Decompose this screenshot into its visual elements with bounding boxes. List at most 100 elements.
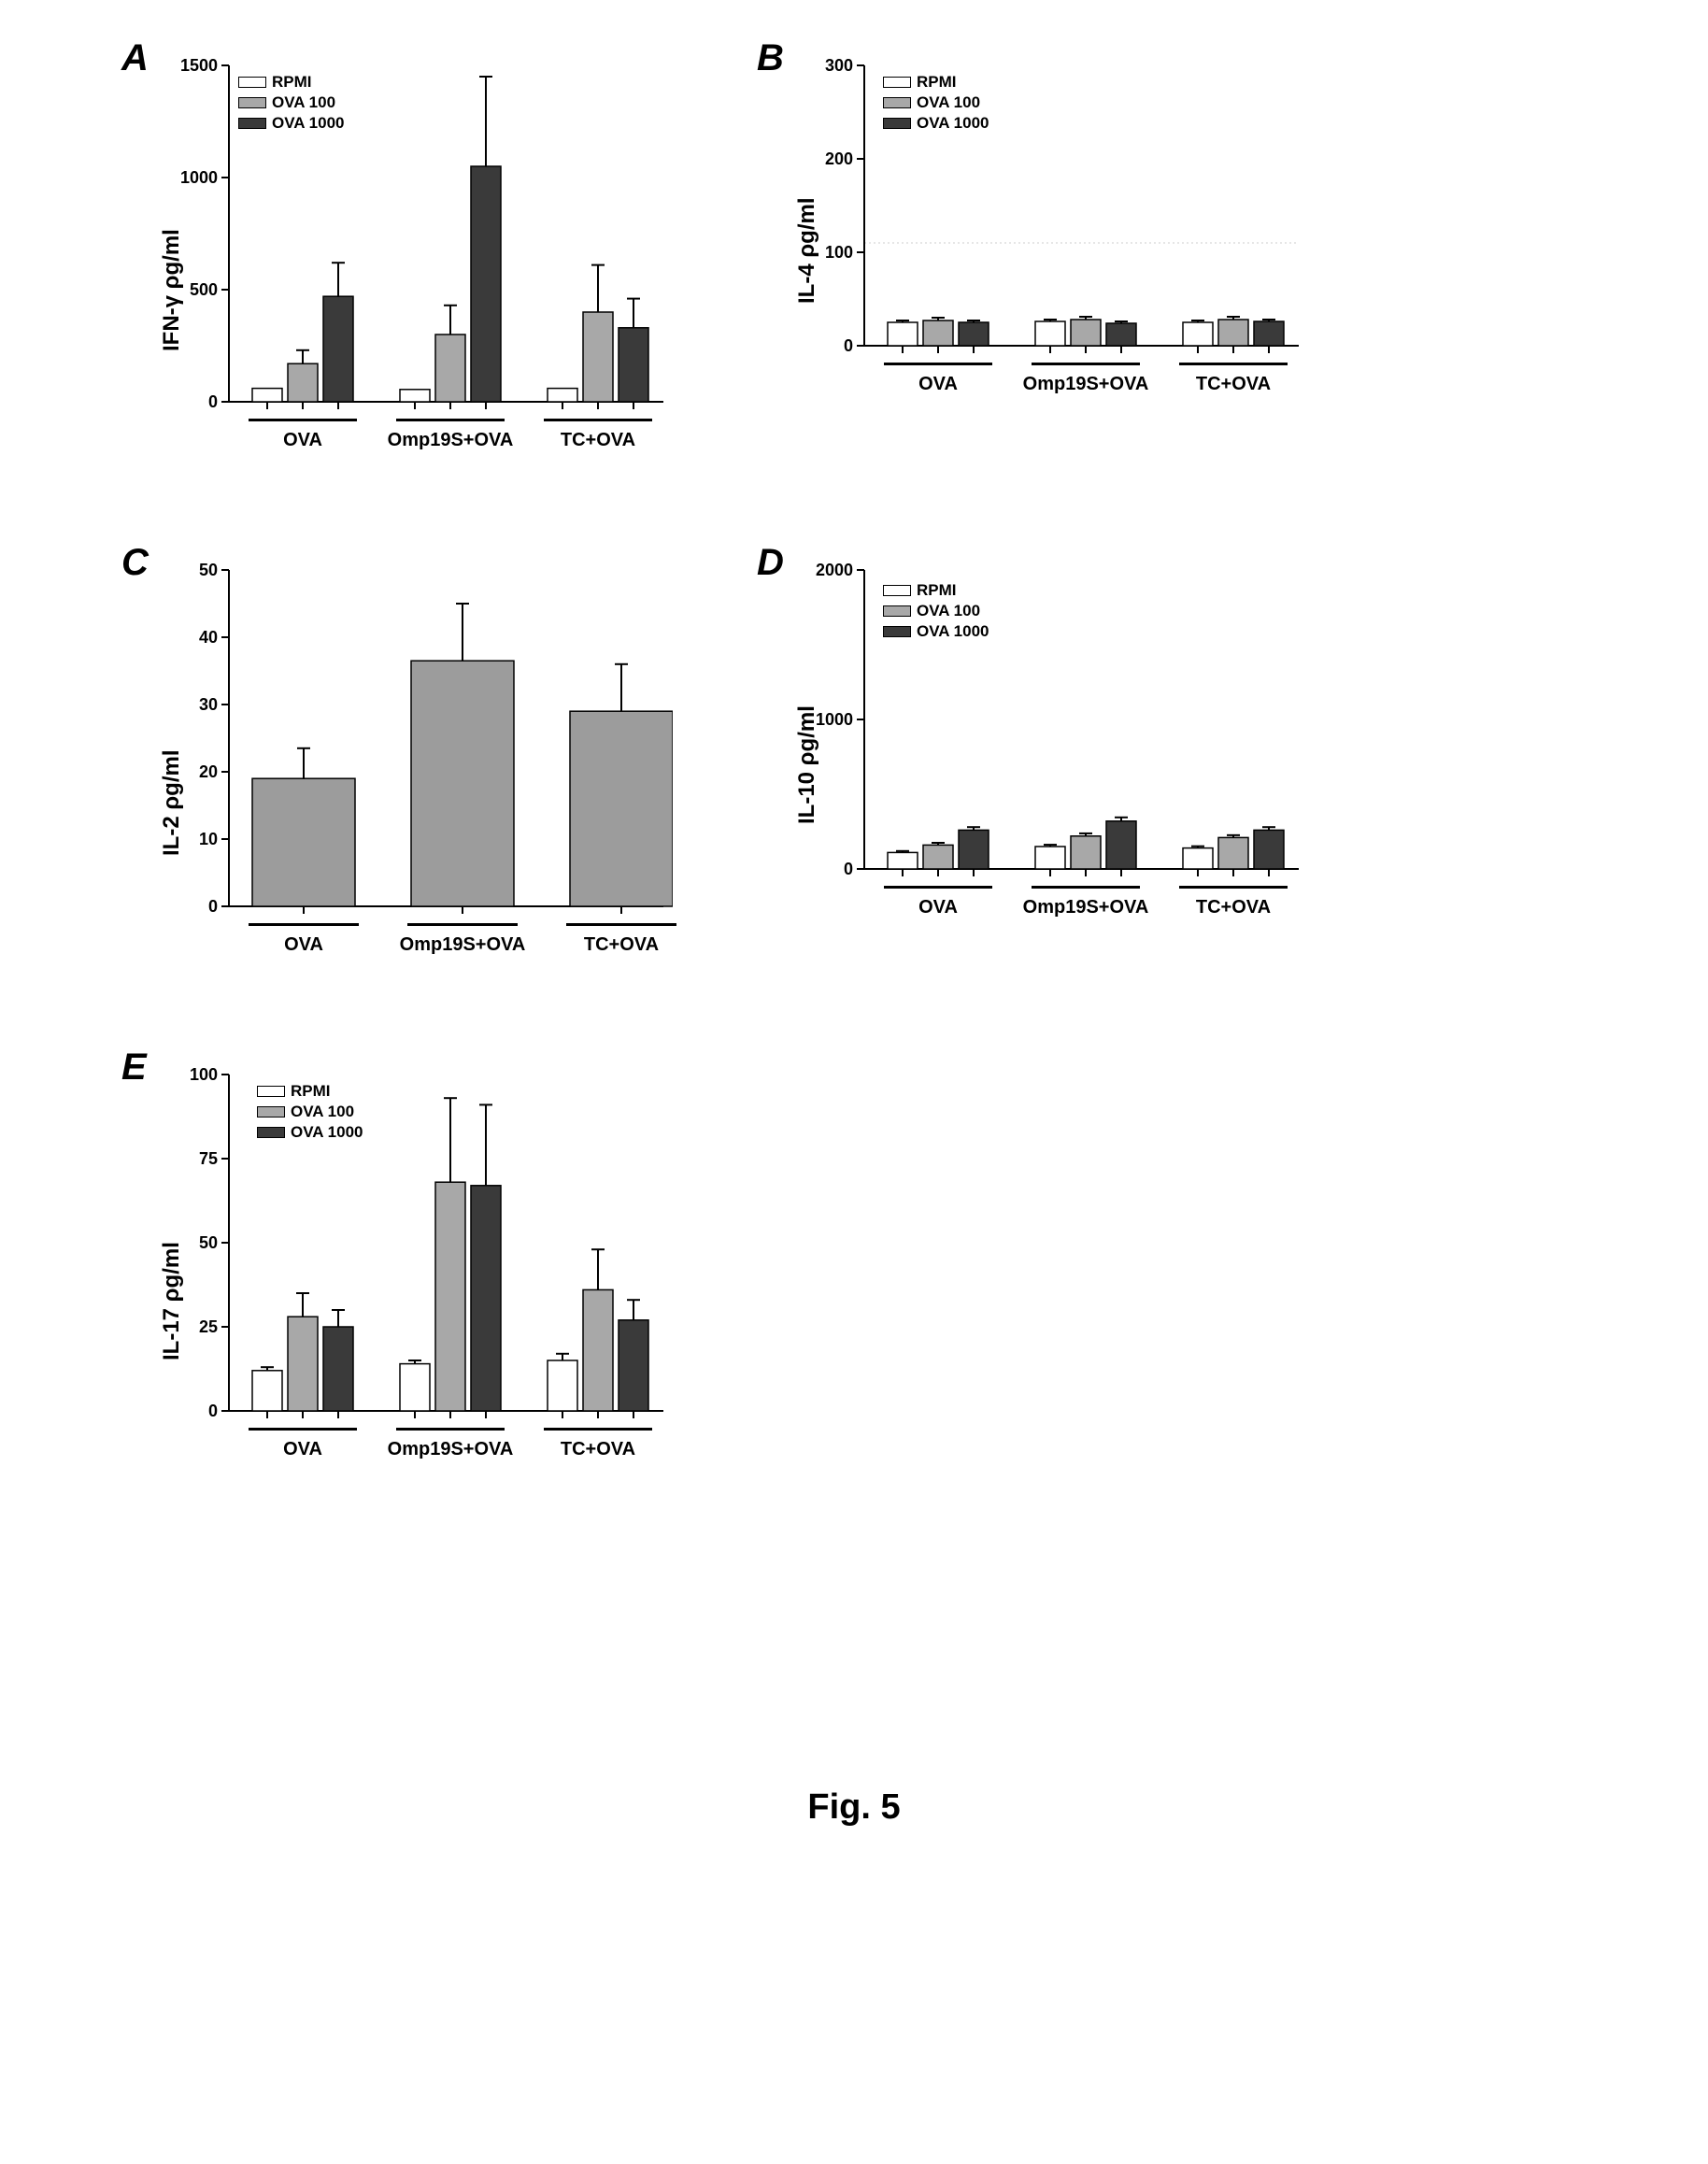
ytick-label: 100 — [149, 1065, 218, 1085]
legend-row: OVA 100 — [883, 602, 989, 620]
ytick-label: 200 — [785, 149, 853, 169]
legend: RPMIOVA 100 OVA 1000 — [883, 73, 989, 135]
x-group-label: Omp19S+OVA — [381, 430, 520, 451]
x-group-label: TC+OVA — [529, 1439, 667, 1460]
legend-row: OVA 1000 — [238, 114, 345, 133]
bar — [288, 363, 318, 402]
x-group-label: Omp19S+OVA — [392, 934, 533, 956]
ytick-label: 30 — [149, 695, 218, 715]
bar — [1183, 322, 1213, 346]
bar — [619, 1320, 648, 1411]
legend-swatch — [238, 118, 266, 129]
bar — [888, 322, 918, 346]
legend-swatch — [257, 1106, 285, 1118]
bar — [1254, 321, 1284, 346]
bar — [323, 296, 353, 402]
ytick-label: 0 — [149, 897, 218, 917]
bar — [1071, 320, 1101, 346]
ytick-label: 40 — [149, 628, 218, 648]
legend-swatch — [257, 1127, 285, 1138]
legend-text: RPMI — [272, 73, 312, 92]
panel-c: C01020304050IL-2 ρg/mlOVAOmp19S+OVATC+OV… — [149, 561, 673, 990]
ytick-label: 2000 — [785, 561, 853, 580]
ytick-label: 0 — [785, 860, 853, 879]
x-group-label: Omp19S+OVA — [1017, 897, 1155, 918]
ytick-label: 75 — [149, 1149, 218, 1169]
ytick-label: 0 — [785, 336, 853, 356]
ytick-label: 1000 — [149, 168, 218, 188]
bar — [252, 389, 282, 402]
panel-a: A050010001500IFN-γ ρg/mlOVAOmp19S+OVATC+… — [149, 56, 673, 486]
bar — [435, 335, 465, 402]
group-underline — [396, 419, 505, 421]
figure-caption: Fig. 5 — [0, 1787, 1708, 1828]
row-1: A050010001500IFN-γ ρg/mlOVAOmp19S+OVATC+… — [149, 56, 1551, 486]
figure-container: A050010001500IFN-γ ρg/mlOVAOmp19S+OVATC+… — [149, 56, 1551, 1570]
x-group-label: TC+OVA — [1164, 897, 1302, 918]
panel-label: C — [121, 542, 149, 584]
legend-swatch — [883, 585, 911, 596]
legend-swatch — [883, 626, 911, 637]
bar — [471, 166, 501, 402]
bar — [959, 830, 989, 869]
legend-swatch — [883, 77, 911, 88]
legend-swatch — [257, 1086, 285, 1097]
x-group-label: TC+OVA — [529, 430, 667, 451]
x-group-label: TC+OVA — [551, 934, 691, 956]
legend-text: RPMI — [291, 1082, 331, 1101]
bar — [619, 328, 648, 402]
bar — [1218, 837, 1248, 869]
bar — [583, 312, 613, 402]
x-group-label: OVA — [234, 1439, 372, 1460]
bar — [1035, 847, 1065, 869]
group-underline — [1032, 886, 1140, 889]
legend-text: OVA 100 — [917, 93, 980, 112]
legend-row: OVA 100 — [238, 93, 345, 112]
legend-swatch — [883, 97, 911, 108]
chart-svg — [785, 561, 1308, 888]
ytick-label: 1500 — [149, 56, 218, 76]
group-underline — [544, 419, 652, 421]
chart-svg — [149, 561, 673, 925]
group-underline — [396, 1428, 505, 1431]
bar — [435, 1182, 465, 1411]
x-group-label: OVA — [869, 897, 1007, 918]
bar — [888, 852, 918, 869]
legend-swatch — [238, 97, 266, 108]
legend: RPMIOVA 100 OVA 1000 — [238, 73, 345, 135]
row-3: E0255075100IL-17 ρg/mlOVAOmp19S+OVATC+OV… — [149, 1065, 1551, 1495]
bar — [323, 1327, 353, 1411]
ytick-label: 50 — [149, 561, 218, 580]
bar — [1254, 830, 1284, 869]
legend-text: OVA 100 — [272, 93, 335, 112]
legend-row: OVA 100 — [883, 93, 989, 112]
panel-b: B0100200300IL-4 ρg/mlOVAOmp19S+OVATC+OVA… — [785, 56, 1308, 430]
y-axis-label: IL-4 ρg/ml — [794, 197, 820, 304]
panel-d: D010002000IL-10 ρg/mlOVAOmp19S+OVATC+OVA… — [785, 561, 1308, 953]
ytick-label: 0 — [149, 1402, 218, 1421]
bar — [923, 320, 953, 346]
chart-svg — [149, 56, 673, 420]
ytick-label: 300 — [785, 56, 853, 76]
legend: RPMI OVA 100 OVA 1000 — [883, 581, 989, 643]
bar — [548, 1360, 577, 1411]
y-axis-label: IL-10 ρg/ml — [794, 705, 820, 824]
group-underline — [884, 363, 992, 365]
group-underline — [249, 1428, 357, 1431]
legend-text: RPMI — [917, 73, 957, 92]
legend-row: OVA 1000 — [883, 622, 989, 641]
legend-text: RPMI — [917, 581, 957, 600]
legend-text: OVA 100 — [291, 1103, 354, 1121]
legend-swatch — [883, 605, 911, 617]
bar — [1035, 321, 1065, 346]
bar — [583, 1289, 613, 1411]
group-underline — [1179, 886, 1288, 889]
bar — [548, 389, 577, 402]
legend-text: OVA 100 — [917, 602, 980, 620]
bar — [1183, 848, 1213, 869]
legend-text: OVA 1000 — [917, 114, 989, 133]
ytick-label: 0 — [149, 392, 218, 412]
bar — [471, 1186, 501, 1411]
group-underline — [544, 1428, 652, 1431]
legend-row: RPMI — [883, 581, 989, 600]
